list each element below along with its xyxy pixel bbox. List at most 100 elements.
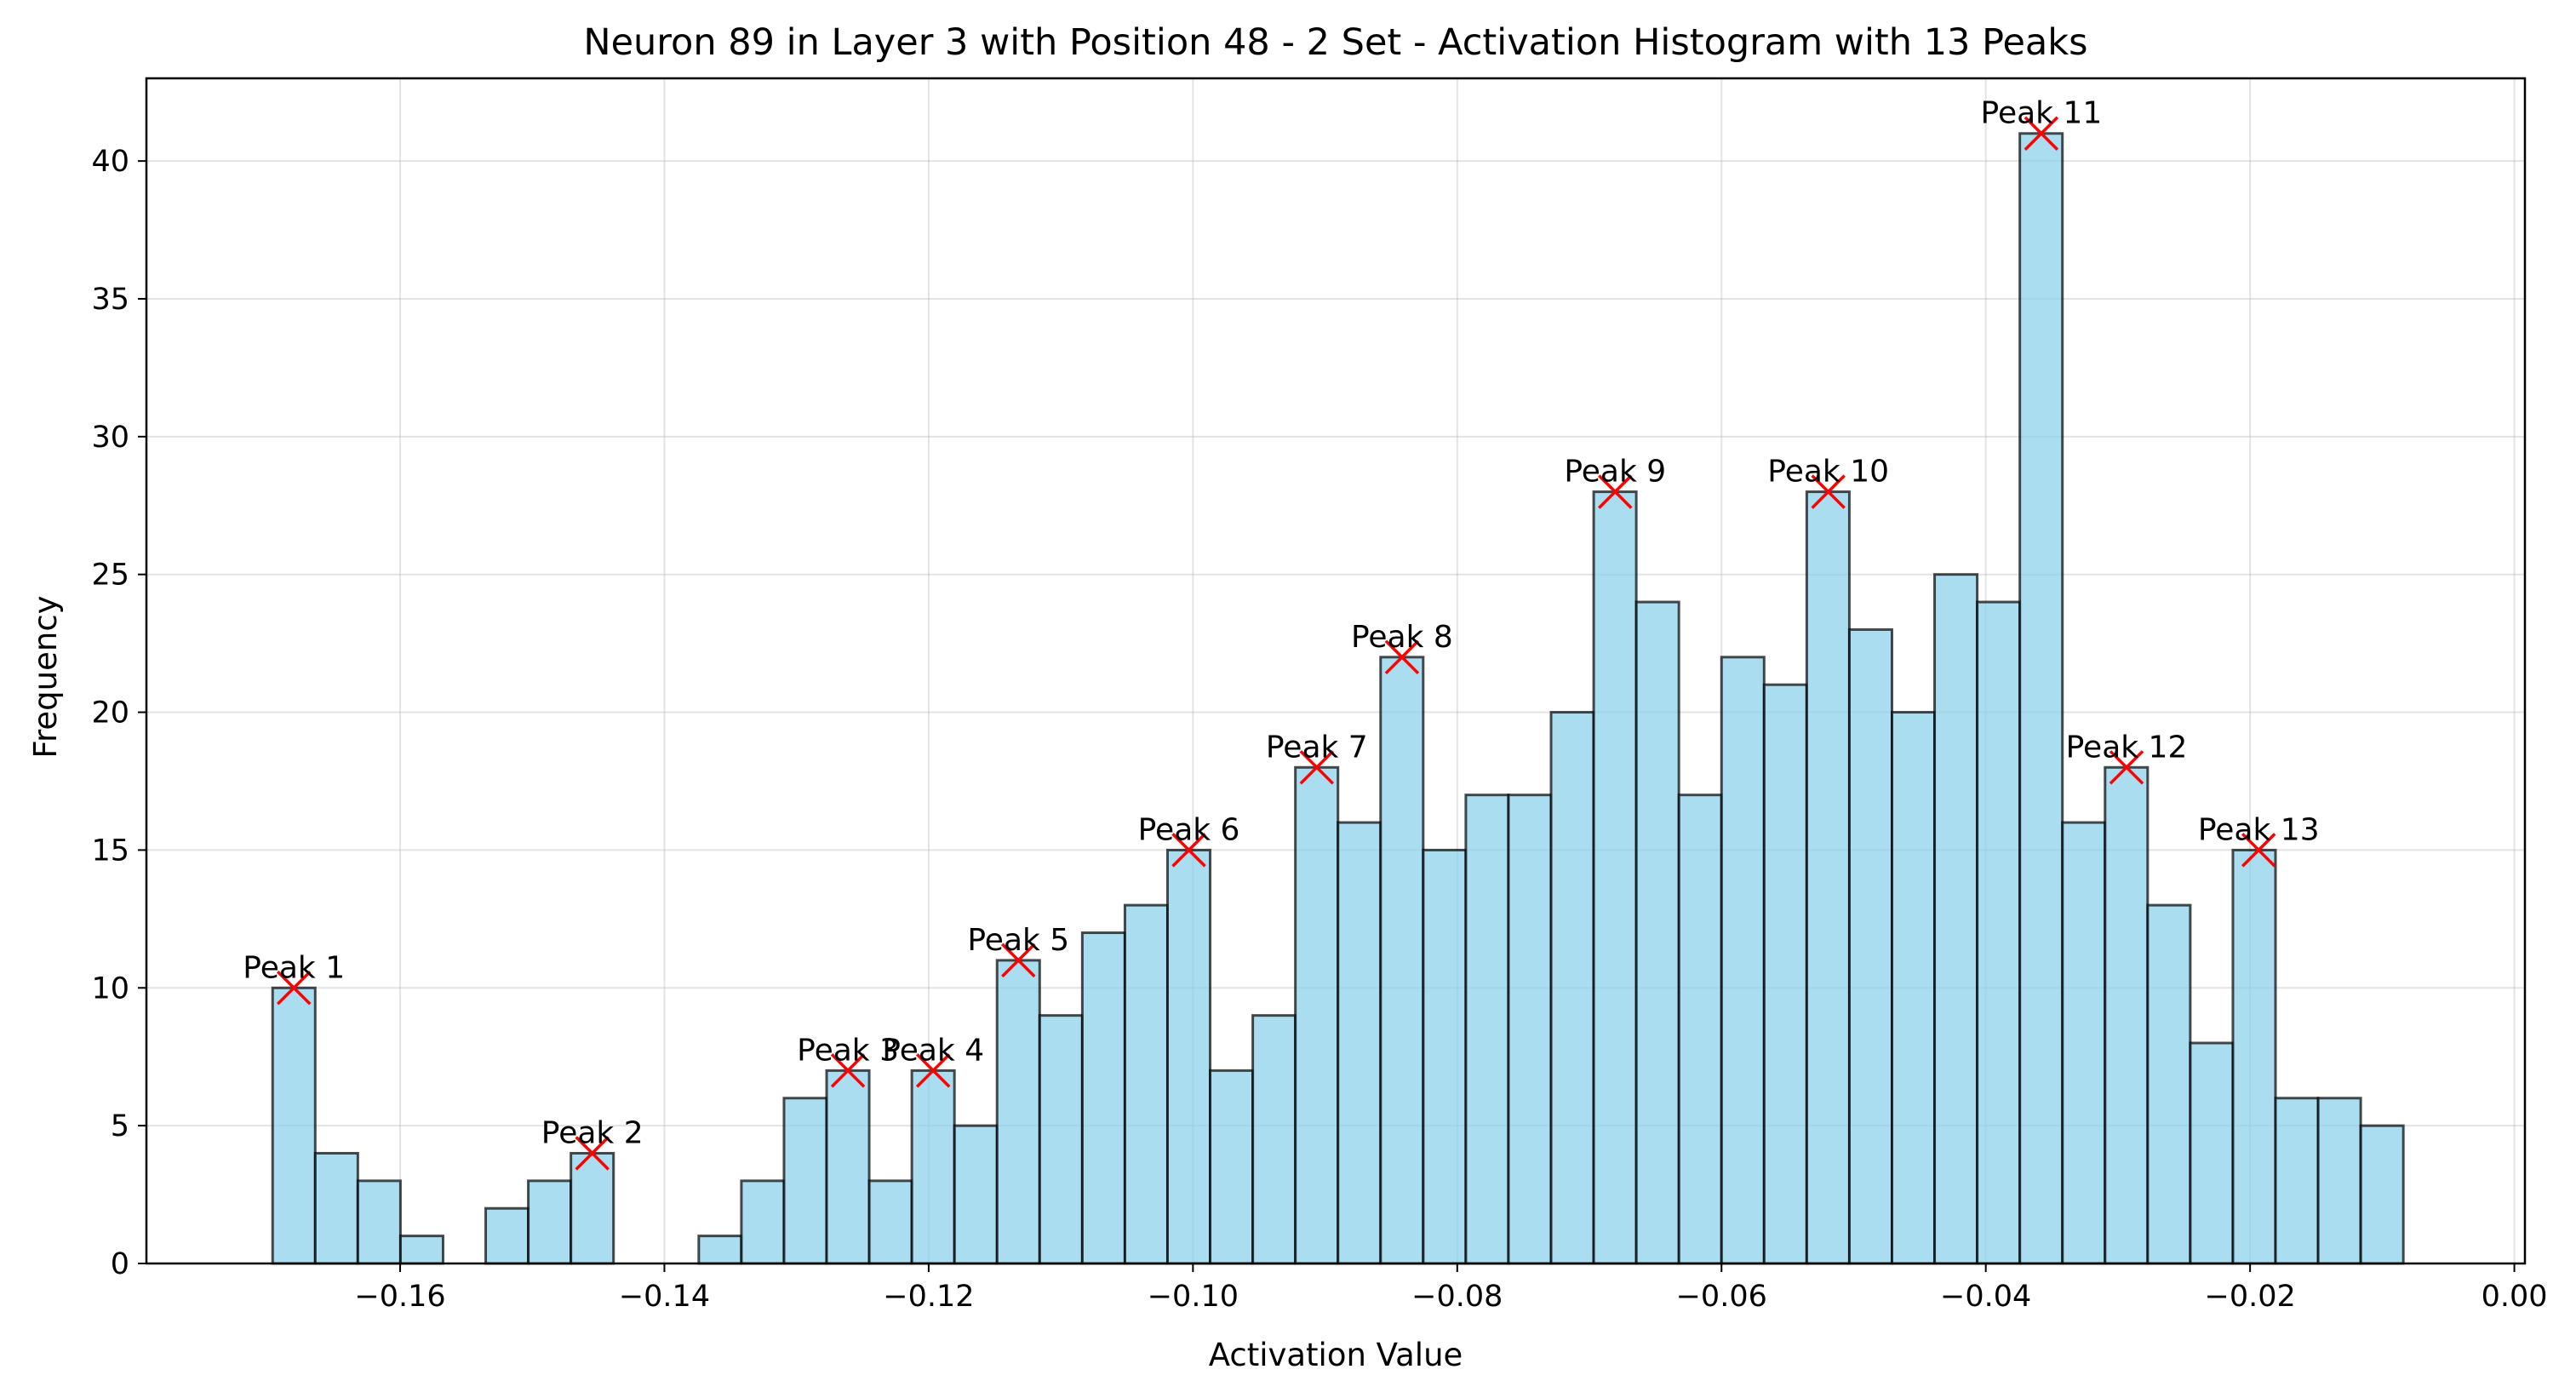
x-tick-label: −0.04: [1940, 1280, 2031, 1314]
histogram-bar: [1634, 600, 1680, 1265]
plot-frame: [145, 77, 2527, 1265]
peak-x-stroke: [830, 1053, 866, 1088]
peak-x-stroke: [1001, 943, 1036, 978]
y-tick-label: 15: [91, 834, 129, 868]
histogram-bar: [398, 1235, 444, 1265]
x-tick-label: −0.10: [1148, 1280, 1239, 1314]
histogram-bar: [1379, 656, 1425, 1265]
histogram-bar: [1422, 848, 1468, 1265]
peak-label: Peak 6: [1138, 812, 1240, 847]
x-tick-label: −0.02: [2205, 1280, 2296, 1314]
peak-x-stroke: [915, 1053, 951, 1088]
histogram-bar: [1464, 794, 1510, 1265]
peak-x-stroke: [2241, 833, 2276, 868]
axis-ticks: −0.16 −0.14 −0.12 −0.10 −0.08 −0.06 −0.04 −0.02…: [91, 145, 2547, 1314]
histogram-bar: [527, 1179, 573, 1265]
histogram-bar: [271, 986, 317, 1265]
histogram-bar: [2231, 848, 2277, 1265]
histogram-bar: [1762, 683, 1808, 1265]
histogram-bar: [1507, 794, 1553, 1265]
y-tick-label: 20: [91, 696, 129, 731]
peak-label: Peak 10: [1767, 455, 1889, 490]
histogram-bar: [2359, 1124, 2405, 1265]
histogram-bar: [1677, 794, 1723, 1265]
y-tick-label: 30: [91, 421, 129, 455]
histogram-bar: [1251, 1014, 1297, 1265]
histogram-bar: [1038, 1014, 1084, 1265]
histogram-bar: [697, 1235, 743, 1265]
x-tick-label: 0.00: [2482, 1280, 2548, 1314]
histogram-bar: [1337, 821, 1382, 1265]
peak-label: Peak 3: [797, 1033, 899, 1068]
y-axis-label: Frequency: [27, 595, 64, 758]
histogram-bar: [1209, 1069, 1255, 1265]
peak-marker: [276, 971, 312, 1006]
peak-label: Peak 1: [243, 950, 345, 985]
peak-marker: [1598, 474, 1633, 509]
histogram-bar: [1294, 765, 1340, 1265]
histogram-bar: [1549, 711, 1595, 1265]
histogram-bar: [484, 1206, 530, 1265]
histogram-bar: [825, 1069, 871, 1265]
peak-x-stroke: [1299, 750, 1335, 785]
histogram-bar: [740, 1179, 786, 1265]
peak-label: Peak 8: [1351, 620, 1453, 655]
histogram-bar: [1720, 656, 1766, 1265]
chart-title: Neuron 89 in Layer 3 with Position 48 - …: [583, 21, 2087, 64]
histogram-bar: [782, 1097, 828, 1265]
x-tick-label: −0.08: [1411, 1280, 1503, 1314]
histogram-bar: [2274, 1097, 2320, 1265]
histogram-bar: [1805, 490, 1851, 1265]
histogram-bar: [1933, 573, 1979, 1265]
y-tick-label: 10: [91, 971, 129, 1006]
peak-marker: [1001, 943, 1036, 978]
peak-marker: [915, 1053, 951, 1088]
peak-label: Peak 13: [2198, 812, 2320, 847]
histogram-bar: [1165, 848, 1212, 1265]
histogram-bar: [1592, 490, 1638, 1265]
histogram-bar: [2061, 821, 2107, 1265]
histogram-bar: [910, 1069, 956, 1265]
peak-x-stroke: [1811, 474, 1846, 509]
histogram-bar: [953, 1124, 999, 1265]
peak-label: Peak 7: [1266, 730, 1368, 765]
y-tick-label: 0: [111, 1247, 129, 1281]
histogram-bar: [867, 1179, 913, 1265]
histogram-bar: [2189, 1041, 2235, 1265]
peak-marker: [2024, 116, 2059, 151]
peak-x-stroke: [2109, 750, 2144, 785]
y-tick-label: 35: [91, 283, 129, 317]
peak-label: Peak 11: [1981, 96, 2103, 131]
peak-label: Peak 9: [1564, 455, 1666, 490]
peak-label: Peak 12: [2066, 730, 2188, 765]
peak-marker: [1299, 750, 1335, 785]
histogram-bar: [313, 1152, 359, 1265]
peak-label: Peak 2: [541, 1116, 644, 1151]
peak-label: Peak 5: [967, 923, 1069, 958]
peak-marker: [830, 1053, 866, 1088]
y-tick-label: 25: [91, 559, 129, 593]
peak-x-stroke: [2024, 116, 2059, 151]
histogram-bar: [356, 1179, 402, 1265]
histogram-bar: [1123, 903, 1169, 1265]
histogram-bar: [1976, 600, 2022, 1265]
histogram-bar: [2316, 1097, 2362, 1265]
peak-x-stroke: [276, 971, 312, 1006]
peak-x-stroke: [1171, 833, 1206, 868]
histogram-bar: [2104, 765, 2150, 1265]
peak-marker: [1811, 474, 1846, 509]
x-tick-label: −0.06: [1676, 1280, 1767, 1314]
y-tick-label: 5: [111, 1109, 129, 1143]
x-tick-label: −0.12: [883, 1280, 974, 1314]
peak-x-stroke: [1384, 639, 1420, 675]
y-tick-label: 40: [91, 145, 129, 179]
histogram-bar: [1080, 931, 1126, 1265]
x-tick-label: −0.16: [354, 1280, 445, 1314]
histogram-bar: [1890, 711, 1937, 1265]
histogram-bar: [1847, 627, 1893, 1265]
peak-label: Peak 4: [882, 1033, 984, 1068]
histogram-bar: [995, 959, 1041, 1265]
